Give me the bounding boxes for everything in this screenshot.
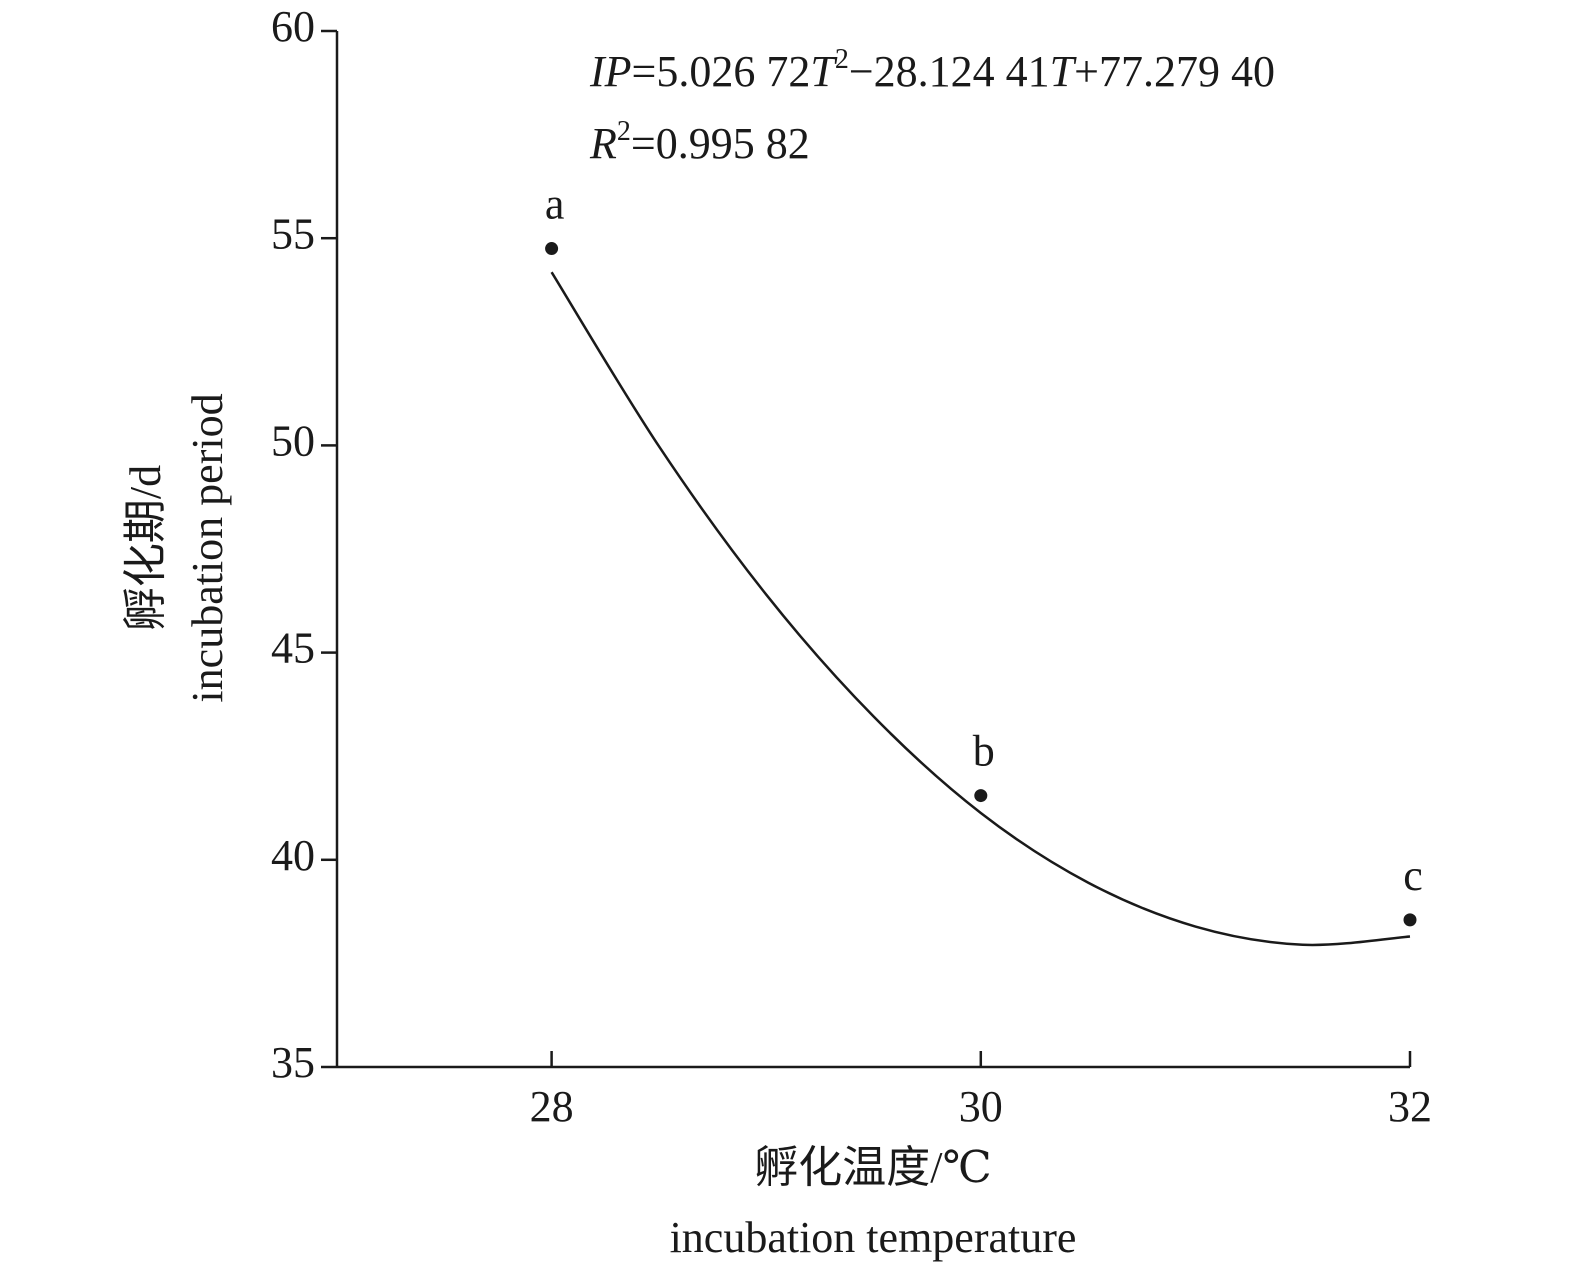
y-tick-label: 35: [271, 1038, 315, 1087]
point-label: b: [973, 727, 995, 776]
x-axis-label: incubation temperature: [670, 1213, 1077, 1262]
equation-part: 2: [617, 116, 631, 147]
equation-part: −28.124 41: [849, 47, 1050, 96]
data-point: [1403, 913, 1417, 927]
equation-part: 2: [835, 44, 849, 75]
equation-part: R: [589, 119, 617, 168]
equation-part: IP: [589, 47, 632, 96]
x-axis-label: 孵化温度/℃: [754, 1143, 991, 1192]
x-tick-label: 28: [530, 1082, 574, 1131]
equation-part: T: [1050, 47, 1078, 96]
equation-part: +77.279 40: [1074, 47, 1275, 96]
point-label: c: [1403, 851, 1423, 900]
equation-part: T: [810, 47, 838, 96]
y-tick-label: 55: [271, 209, 315, 258]
y-tick-label: 40: [271, 831, 315, 880]
y-tick-label: 50: [271, 416, 315, 465]
x-tick-label: 32: [1388, 1082, 1432, 1131]
y-axis-label: incubation period: [183, 393, 232, 702]
equation-part: =0.995 82: [631, 119, 810, 168]
y-axis-label: 孵化期/d: [121, 465, 170, 631]
equation-part: =5.026 72: [632, 47, 811, 96]
data-point: [974, 789, 988, 803]
x-tick-label: 30: [959, 1082, 1003, 1131]
point-label: a: [545, 180, 565, 229]
y-tick-label: 45: [271, 624, 315, 673]
fit-curve: [550, 271, 1411, 947]
y-tick-label: 60: [271, 2, 315, 51]
data-point: [545, 242, 559, 256]
equation: IP=5.026 72T2−28.124 41T+77.279 40: [589, 44, 1275, 96]
equation: R2=0.995 82: [589, 116, 810, 168]
